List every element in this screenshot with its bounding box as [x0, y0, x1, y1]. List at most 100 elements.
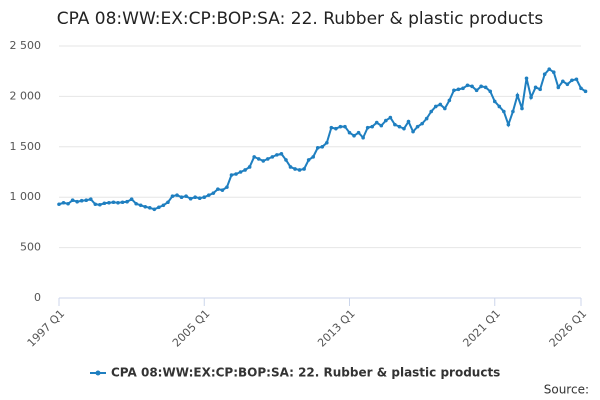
- point: [170, 194, 175, 198]
- point: [206, 193, 211, 197]
- point: [320, 145, 325, 149]
- x-tick-label: 2013 Q1: [315, 307, 358, 350]
- point: [98, 202, 102, 207]
- point: [374, 120, 379, 125]
- point: [70, 198, 75, 203]
- series-line: [58, 67, 587, 211]
- point: [202, 195, 207, 199]
- point: [429, 109, 434, 114]
- point: [157, 205, 161, 210]
- point: [533, 85, 538, 90]
- point: [479, 84, 483, 89]
- y-tick-label: 500: [20, 241, 41, 254]
- y-tick-label: 1 000: [10, 190, 42, 203]
- point: [152, 207, 157, 212]
- point: [379, 123, 384, 128]
- point: [75, 199, 79, 204]
- point: [247, 165, 252, 169]
- point: [338, 124, 343, 129]
- point: [179, 195, 184, 199]
- point: [538, 87, 542, 92]
- legend-marker: [95, 370, 101, 376]
- point: [197, 196, 202, 201]
- point: [234, 172, 238, 176]
- point: [306, 158, 311, 162]
- point: [161, 203, 166, 208]
- point: [225, 185, 229, 189]
- point: [361, 135, 365, 140]
- y-tick-label: 2 000: [10, 89, 42, 102]
- y-tick-label: 0: [34, 291, 41, 304]
- point: [57, 202, 61, 207]
- point: [524, 76, 529, 81]
- point: [474, 88, 479, 93]
- point: [424, 116, 429, 121]
- point: [520, 106, 524, 111]
- point: [61, 200, 66, 205]
- point: [570, 78, 574, 83]
- point: [270, 155, 275, 159]
- point: [488, 89, 493, 94]
- point: [143, 204, 148, 209]
- point: [384, 118, 388, 123]
- point: [138, 203, 143, 208]
- point: [211, 191, 216, 195]
- point: [443, 106, 447, 111]
- point: [551, 70, 556, 75]
- point: [275, 153, 279, 157]
- point: [511, 109, 515, 114]
- point: [284, 158, 288, 162]
- point: [220, 188, 225, 192]
- point: [556, 85, 561, 90]
- point: [402, 126, 406, 131]
- point: [583, 89, 588, 94]
- point: [243, 168, 247, 172]
- point: [502, 109, 506, 114]
- point: [147, 205, 152, 210]
- point: [193, 195, 197, 199]
- point: [325, 140, 329, 145]
- point: [315, 146, 320, 150]
- point: [293, 167, 297, 171]
- point: [574, 77, 579, 82]
- point: [188, 196, 193, 201]
- point: [261, 159, 266, 163]
- x-tick-label: 2026 Q1: [547, 307, 590, 350]
- point: [125, 199, 129, 204]
- point: [447, 98, 452, 103]
- point: [129, 197, 134, 202]
- point: [252, 155, 256, 159]
- point: [107, 200, 111, 205]
- point: [184, 194, 188, 198]
- point: [388, 115, 393, 120]
- point: [279, 152, 284, 156]
- point: [102, 201, 107, 206]
- point: [238, 170, 243, 174]
- point: [134, 201, 138, 206]
- chart-title: CPA 08:WW:EX:CP:BOP:SA: 22. Rubber & pla…: [57, 9, 544, 29]
- point: [216, 187, 220, 191]
- y-tick-label: 2 500: [10, 39, 42, 52]
- point: [515, 93, 520, 98]
- legend-label: CPA 08:WW:EX:CP:BOP:SA: 22. Rubber & pla…: [111, 366, 500, 380]
- point: [297, 168, 302, 172]
- point: [111, 200, 116, 205]
- point: [229, 173, 234, 177]
- point: [393, 122, 397, 127]
- point: [175, 193, 179, 197]
- point: [465, 83, 470, 88]
- point: [329, 125, 334, 130]
- point: [452, 88, 456, 93]
- point: [497, 104, 502, 109]
- point: [88, 197, 93, 202]
- point: [542, 72, 547, 77]
- point: [84, 198, 89, 203]
- point: [406, 119, 411, 124]
- point: [288, 165, 293, 169]
- point: [116, 200, 120, 205]
- point: [433, 104, 438, 109]
- point: [438, 102, 443, 107]
- point: [483, 85, 488, 90]
- point: [347, 130, 352, 135]
